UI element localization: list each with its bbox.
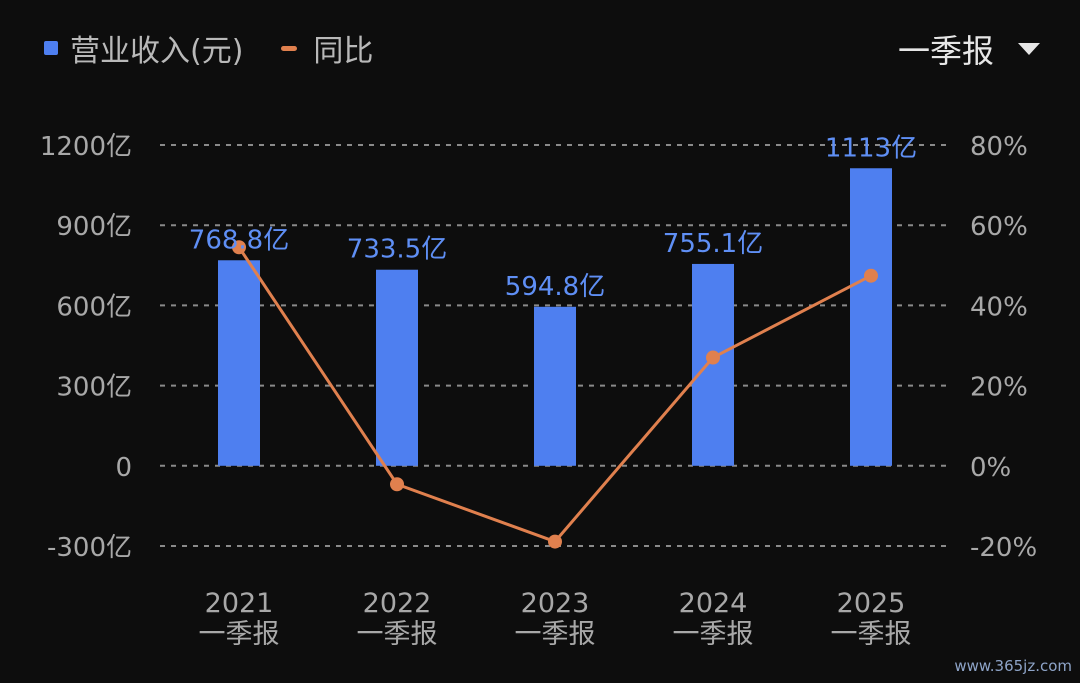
right-axis-tick-label: 40% [970, 292, 1028, 322]
bar-swatch-icon [44, 41, 58, 55]
legend: 营业收入(元) 同比 [44, 26, 373, 70]
category-label-line: 2021 [205, 588, 274, 619]
period-dropdown[interactable]: 一季报 [898, 26, 1040, 72]
category-label-line: 一季报 [515, 619, 596, 650]
bar-value-label: 755.1亿 [663, 229, 763, 259]
bar-value-label: 594.8亿 [505, 272, 605, 302]
right-axis-tick-label: 0% [970, 453, 1011, 483]
yoy-point [232, 240, 246, 255]
left-axis-tick-label: 300亿 [56, 373, 132, 403]
period-dropdown-value: 一季报 [897, 32, 994, 70]
category-label-line: 一季报 [831, 619, 912, 650]
yoy-point [390, 477, 404, 492]
bar-value-label: 1113亿 [825, 133, 917, 163]
category-label-line: 一季报 [199, 619, 280, 650]
bar [850, 168, 892, 466]
bar [218, 260, 260, 466]
category-label: 2025 一季报 [831, 588, 912, 650]
bar-value-label: 768.8亿 [189, 225, 289, 255]
legend-item-revenue[interactable]: 营业收入(元) [44, 26, 243, 70]
category-label: 2023 一季报 [515, 588, 596, 650]
legend-item-yoy[interactable]: 同比 [257, 26, 373, 70]
right-axis-tick-label: -20% [970, 533, 1037, 563]
bar-value-label: 733.5亿 [347, 235, 447, 265]
category-label: 2021 一季报 [199, 588, 280, 650]
yoy-point [548, 534, 562, 549]
category-label-line: 一季报 [357, 619, 438, 650]
watermark: www.365jz.com [954, 657, 1072, 675]
legend-revenue-label: 营业收入(元) [70, 34, 244, 69]
category-label-line: 2023 [521, 588, 590, 619]
category-label-line: 一季报 [673, 619, 754, 650]
category-label-line: 2025 [837, 588, 906, 619]
yoy-point [864, 268, 878, 283]
bar [376, 269, 418, 466]
category-label: 2022 一季报 [357, 588, 438, 650]
category-label-line: 2024 [679, 588, 748, 619]
category-label-line: 2022 [363, 588, 432, 619]
left-axis-tick-label: 900亿 [56, 212, 132, 242]
right-axis-tick-label: 60% [970, 212, 1028, 242]
bar [534, 306, 576, 466]
caret-down-icon [1018, 43, 1040, 55]
right-axis-tick-label: 80% [970, 132, 1028, 162]
yoy-point [706, 350, 720, 365]
line-swatch-icon [281, 45, 298, 51]
right-axis-tick-label: 20% [970, 373, 1028, 403]
left-axis-tick-label: 1200亿 [40, 132, 132, 162]
left-axis-tick-label: -300亿 [47, 533, 132, 563]
left-axis-tick-label: 600亿 [56, 292, 132, 322]
category-label: 2024 一季报 [673, 588, 754, 650]
left-axis-tick-label: 0 [115, 453, 132, 483]
legend-yoy-label: 同比 [313, 34, 374, 69]
bar [692, 263, 734, 466]
